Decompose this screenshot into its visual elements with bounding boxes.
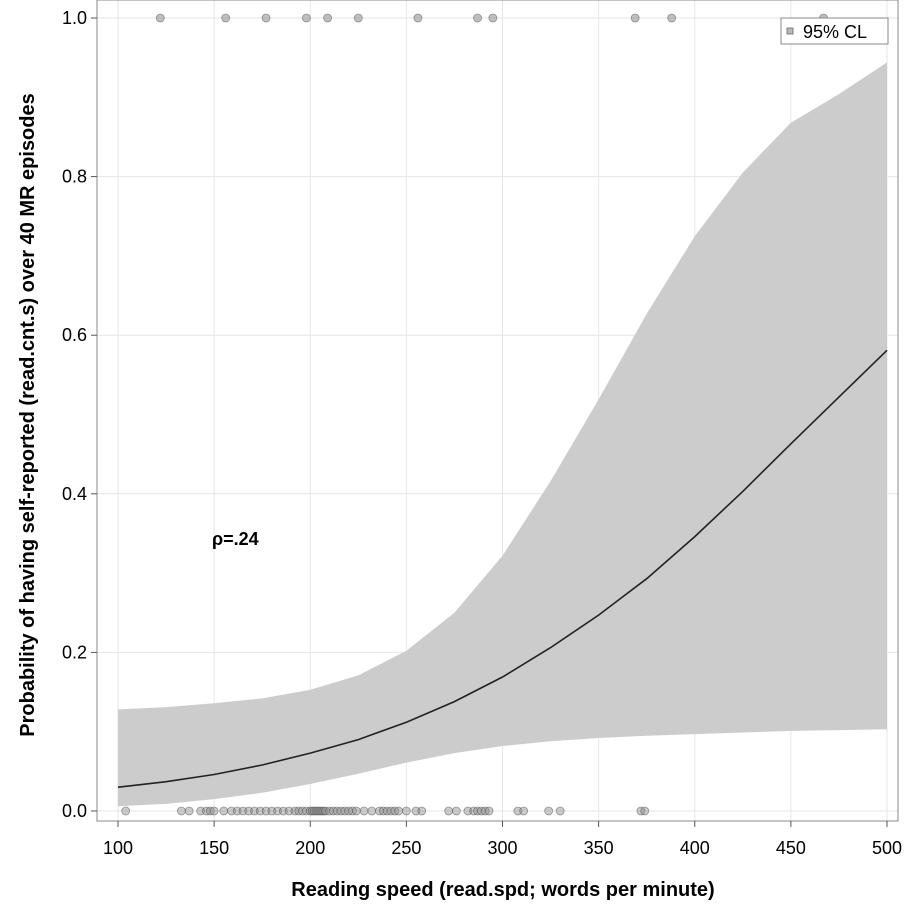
y-tick-label: 0.8 xyxy=(62,167,87,187)
data-point xyxy=(302,13,311,23)
x-tick-label: 400 xyxy=(680,838,710,858)
data-point xyxy=(353,13,363,23)
data-point xyxy=(417,806,427,816)
data-point xyxy=(413,13,423,23)
data-point xyxy=(261,13,271,23)
data-point xyxy=(184,806,194,816)
y-tick-label: 0.6 xyxy=(62,325,87,345)
confidence-band xyxy=(118,62,887,807)
x-tick-label: 150 xyxy=(199,838,229,858)
data-point xyxy=(394,806,404,816)
x-tick-label: 300 xyxy=(487,838,517,858)
x-tick-label: 500 xyxy=(872,838,902,858)
data-point xyxy=(323,13,332,23)
x-tick-label: 450 xyxy=(776,838,806,858)
rho-annotation: ρ=.24 xyxy=(212,529,259,549)
y-tick-label: 0.2 xyxy=(62,642,87,662)
data-point xyxy=(630,13,640,23)
x-tick-label: 250 xyxy=(391,838,421,858)
x-axis-ticks: 100 150 200 250 300 350 400 450 500 xyxy=(103,821,902,858)
data-point xyxy=(401,806,411,816)
data-point xyxy=(359,806,369,816)
x-tick-label: 200 xyxy=(295,838,325,858)
legend-label: 95% CL xyxy=(803,22,867,42)
data-point xyxy=(519,806,529,816)
data-point xyxy=(544,806,554,816)
data-point xyxy=(473,13,482,23)
y-tick-label: 1.0 xyxy=(62,8,87,28)
data-point xyxy=(221,13,231,23)
data-point xyxy=(177,806,186,816)
data-point xyxy=(451,806,461,816)
legend: 95% CL xyxy=(780,17,889,45)
data-point xyxy=(488,13,498,23)
data-point xyxy=(219,806,229,816)
data-point xyxy=(351,806,361,816)
data-points xyxy=(121,13,828,816)
x-tick-label: 350 xyxy=(584,838,614,858)
legend-box xyxy=(780,17,889,45)
data-point xyxy=(667,13,677,23)
x-tick-label: 100 xyxy=(103,838,133,858)
legend-swatch xyxy=(786,27,794,35)
data-point xyxy=(640,806,650,816)
x-axis-title: Reading speed (read.spd; words per minut… xyxy=(291,879,714,901)
fit-line xyxy=(117,349,888,788)
data-point xyxy=(484,806,494,816)
plot-frame xyxy=(96,0,899,822)
data-point xyxy=(209,806,219,816)
y-tick-label: 0.0 xyxy=(62,801,87,821)
data-point xyxy=(121,806,131,816)
y-axis-title: Probability of having self-reported (rea… xyxy=(17,93,39,736)
data-point xyxy=(155,13,165,23)
y-tick-label: 0.4 xyxy=(62,484,87,504)
data-point xyxy=(367,806,377,816)
data-point xyxy=(555,806,565,816)
data-point xyxy=(444,806,454,816)
y-axis-ticks: 0.0 0.2 0.4 0.6 0.8 1.0 xyxy=(62,8,97,821)
